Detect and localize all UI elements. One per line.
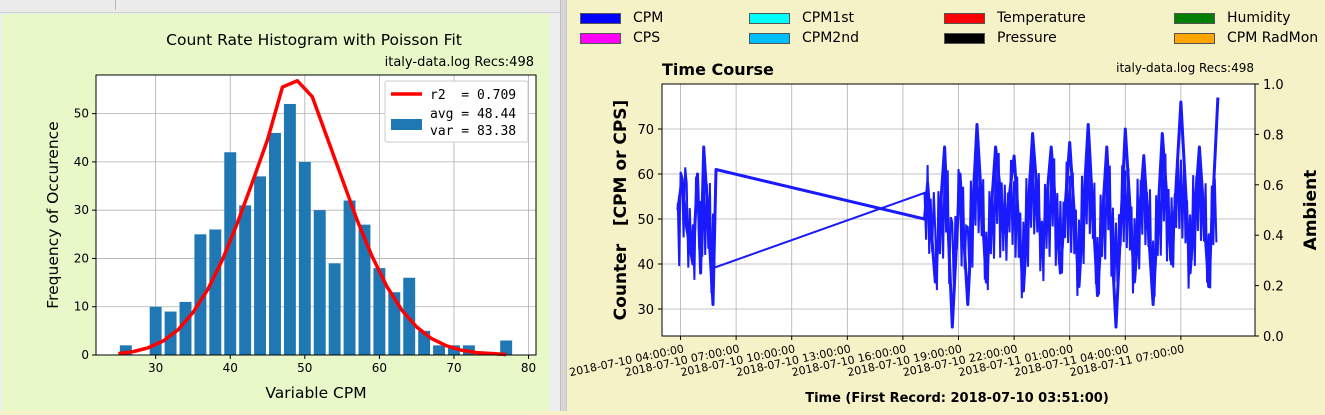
legend-label-pressure: Pressure (997, 30, 1057, 46)
y-tick-label-right: 0.0 (1263, 330, 1284, 345)
histogram-bar (418, 330, 431, 355)
histogram-subtitle: italy-data.log Recs:498 (385, 55, 534, 70)
y-tick-label-right: 0.2 (1263, 280, 1284, 295)
histogram-bar (283, 103, 296, 355)
legend-item-cpm: CPM (580, 9, 663, 27)
x-tick-label: 70 (446, 361, 461, 375)
timecourse-chart: Time Course italy-data.log Recs:498 30 40… (568, 60, 1321, 406)
variable-legend: CPM CPS CPM1st CPM2nd Temperature Pressu… (567, 6, 1325, 46)
histogram-bar (179, 301, 192, 355)
y-tick-label: 10 (74, 300, 89, 314)
y-tick-label: 40 (637, 258, 654, 273)
y-tick-label: 50 (637, 213, 654, 228)
histogram-bar (328, 263, 341, 355)
x-tick-label: 50 (297, 361, 312, 375)
legend-item-humidity: Humidity (1174, 9, 1290, 27)
left-tab-strip (0, 0, 560, 13)
y-tick-label: 50 (74, 107, 89, 121)
histogram-bar (209, 229, 222, 355)
cps-swatch (580, 32, 621, 44)
pressure-swatch (944, 32, 985, 44)
y-tick-label: 0 (81, 348, 89, 362)
legend-item-cpm-radmon: CPM RadMon (1174, 29, 1318, 47)
histogram-bar (433, 345, 446, 355)
histogram-x-label: Variable CPM (265, 384, 366, 402)
histogram-bar (500, 340, 513, 355)
timecourse-canvas: Time Course italy-data.log Recs:498 30 40… (567, 50, 1325, 411)
temperature-swatch (944, 12, 985, 24)
histogram-bar (313, 210, 326, 355)
x-tick-label: 60 (372, 361, 387, 375)
humidity-swatch (1174, 12, 1215, 24)
timecourse-subtitle: italy-data.log Recs:498 (1116, 61, 1254, 75)
y-tick-label: 20 (74, 251, 89, 265)
histogram-bar (388, 292, 401, 355)
timecourse-y-ticks-right: 0.0 0.2 0.4 0.6 0.8 1.0 (1255, 78, 1284, 345)
legend-label-humidity: Humidity (1227, 10, 1291, 26)
legend-label-temperature: Temperature (997, 10, 1086, 26)
legend-item-cpm1st: CPM1st (749, 9, 854, 27)
cpm-series-dense (676, 141, 1218, 299)
histogram-chart: Count Rate Histogram with Poisson Fit it… (44, 31, 537, 402)
histogram-x-ticks: 30 40 50 60 70 80 (148, 355, 536, 375)
y-tick-label: 40 (74, 155, 89, 169)
histogram-bar (149, 306, 162, 355)
legend-label-cps: CPS (633, 30, 661, 46)
histogram-bar (448, 345, 460, 355)
y-tick-label: 70 (637, 123, 654, 138)
poisson-fit-line (118, 79, 507, 357)
legend-item-temperature: Temperature (944, 9, 1086, 27)
histogram-bar (343, 200, 356, 355)
cpm-dense-trace (676, 141, 1218, 299)
histogram-bar (119, 345, 132, 355)
legend-label-cpm2nd: CPM2nd (802, 30, 859, 46)
legend-item-cps: CPS (580, 29, 660, 47)
histogram-bar (269, 132, 281, 355)
legend-var-label: var = 83.38 (430, 124, 516, 139)
histogram-bar (224, 152, 237, 355)
legend-fit-label: r2 = 0.709 (430, 88, 516, 103)
x-tick-label: 80 (521, 361, 536, 375)
histogram-y-ticks: 0 10 20 30 40 50 (74, 107, 96, 362)
y-tick-label: 60 (637, 168, 654, 183)
histogram-bar (239, 205, 252, 355)
histogram-y-label: Frequency of Occurence (44, 121, 62, 308)
y-tick-label: 30 (637, 303, 654, 318)
timecourse-y-ticks: 30 40 50 60 70 (637, 123, 662, 318)
y-tick-label-right: 1.0 (1263, 78, 1284, 93)
histogram-bar (373, 268, 386, 355)
legend-avg-label: avg = 48.44 (430, 107, 516, 122)
cpm-swatch (580, 12, 621, 24)
histogram-bar (358, 224, 371, 355)
y-tick-label-right: 0.4 (1263, 229, 1284, 244)
legend-label-cpm1st: CPM1st (802, 10, 854, 26)
y-tick-label-right: 0.8 (1263, 128, 1284, 143)
histogram-legend: r2 = 0.709 avg = 48.44 var = 83.38 (384, 80, 529, 143)
histogram-bar (254, 176, 267, 355)
timecourse-y-label-left: Counter [CPM or CPS] (611, 100, 631, 321)
pane-splitter[interactable] (560, 0, 567, 411)
y-tick-label: 30 (74, 203, 89, 217)
timecourse-pane: CPM CPS CPM1st CPM2nd Temperature Pressu… (567, 0, 1325, 411)
timecourse-x-label: Time (First Record: 2018-07-10 03:51:00) (805, 391, 1109, 406)
cpm1st-swatch (749, 12, 790, 24)
timecourse-title: Time Course (662, 60, 774, 79)
histogram-canvas: Count Rate Histogram with Poisson Fit it… (2, 14, 550, 411)
legend-label-cpm: CPM (633, 10, 664, 26)
cpm-radmon-swatch (1174, 32, 1215, 44)
cpm2nd-swatch (749, 32, 790, 44)
histogram-bar (194, 234, 207, 355)
legend-item-cpm2nd: CPM2nd (749, 29, 859, 47)
histogram-bar (298, 161, 311, 355)
legend-item-pressure: Pressure (944, 29, 1057, 47)
x-tick-label: 40 (223, 361, 238, 375)
histogram-pane: Count Rate Histogram with Poisson Fit it… (0, 0, 560, 411)
legend-label-cpm-radmon: CPM RadMon (1227, 30, 1319, 46)
timecourse-y-label-right: Ambient (1301, 170, 1321, 251)
histogram-title: Count Rate Histogram with Poisson Fit (166, 31, 462, 49)
x-tick-label: 30 (148, 361, 163, 375)
y-tick-label-right: 0.6 (1263, 179, 1284, 194)
